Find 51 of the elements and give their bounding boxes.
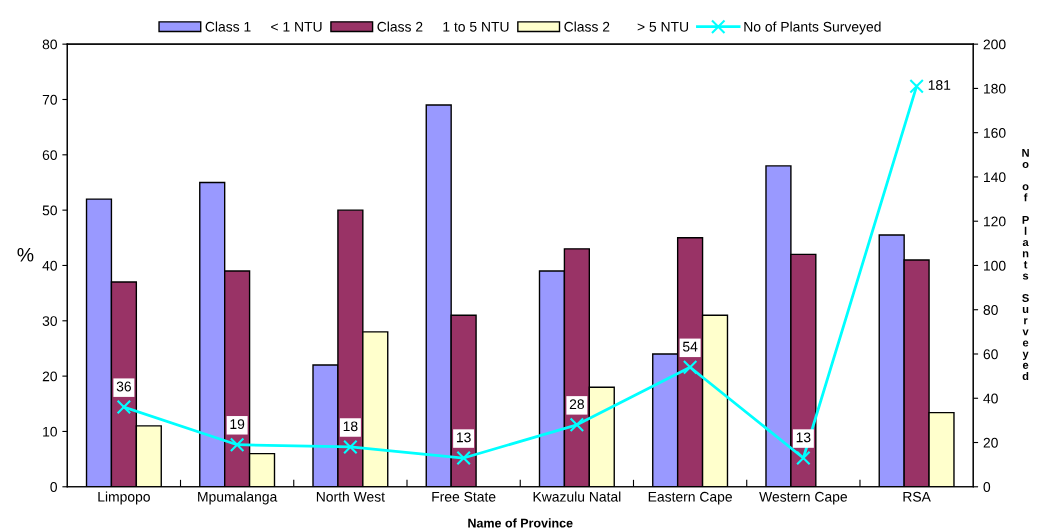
- y2-tick-label: 20: [983, 437, 998, 448]
- data-label: 13: [456, 432, 471, 443]
- y-tick-label: 20: [42, 371, 57, 382]
- x-tick-label: Free State: [432, 491, 496, 502]
- point: [456, 450, 471, 466]
- x-tick-label: Western Cape: [759, 491, 848, 505]
- y2-tick-label: 0: [983, 482, 991, 492]
- legend-label: No of Plants Surveyed: [744, 21, 881, 35]
- data-label: 36: [116, 381, 131, 392]
- data-label: 19: [230, 419, 245, 430]
- x-tick-label: Eastern Cape: [648, 491, 732, 505]
- y2-tick-label: 120: [984, 216, 1006, 227]
- y-tick-label: 10: [43, 426, 57, 437]
- x-tick-label: Mpumalanga: [198, 491, 278, 505]
- point: [343, 439, 358, 455]
- x-tick-label: Kwazulu Natal: [533, 491, 621, 502]
- point: [796, 450, 811, 466]
- legend-label: Class 1 < 1 NTU: [205, 21, 322, 32]
- y-tick-label: 0: [50, 482, 57, 492]
- data-label: 13: [796, 432, 811, 443]
- text: No of Plants Surveyed: [1022, 149, 1029, 381]
- point: [116, 399, 132, 415]
- y2-tick-label: 180: [984, 83, 1006, 94]
- y-tick-label: 70: [42, 94, 57, 105]
- y-tick-label: 80: [42, 39, 57, 50]
- point: [229, 437, 245, 453]
- y2-tick-label: 40: [983, 393, 998, 404]
- data-label: 18: [343, 421, 358, 432]
- legend-label: Class 2 1 to 5 NTU: [377, 21, 509, 32]
- point: [909, 78, 924, 94]
- y2-tick-label: 60: [983, 349, 998, 360]
- y2-tick-label: 100: [984, 260, 1006, 271]
- x-tick-label: RSA: [903, 491, 931, 502]
- x-tick-label: North West: [316, 491, 385, 502]
- data-label: 54: [682, 341, 698, 352]
- y-tick-label: 60: [42, 150, 57, 160]
- y2-tick-label: 160: [984, 128, 1006, 138]
- data-label: 181: [928, 80, 951, 90]
- y-axis-title: %: [17, 247, 34, 262]
- y-tick-label: 40: [42, 260, 57, 271]
- y2-tick-label: 140: [984, 172, 1006, 183]
- y2-tick-label: 80: [983, 305, 998, 315]
- y-tick-label: 50: [42, 205, 57, 216]
- legend-label: Class 2 > 5 NTU: [564, 21, 689, 32]
- y-tick-label: 30: [42, 316, 57, 326]
- x-axis-title: Name of Province: [468, 518, 573, 528]
- point: [682, 359, 698, 375]
- y2-tick-label: 200: [983, 39, 1006, 50]
- point: [569, 417, 585, 433]
- x-tick-label: Limpopo: [98, 491, 150, 505]
- data-label: 28: [569, 399, 584, 410]
